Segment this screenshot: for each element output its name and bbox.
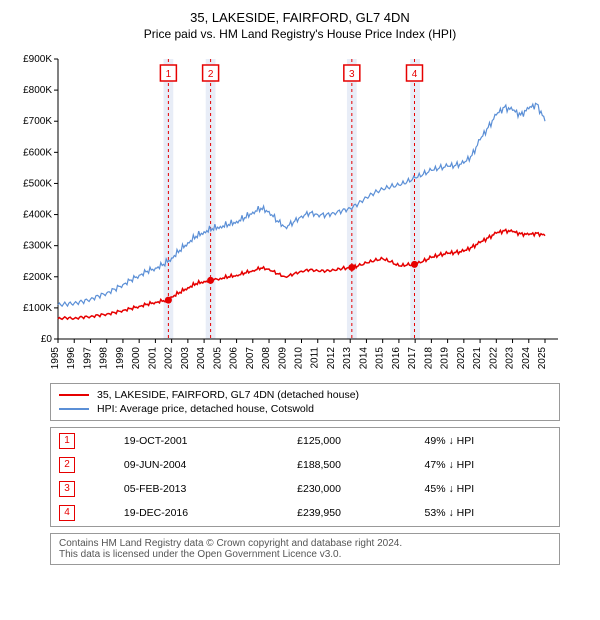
chart-subtitle: Price paid vs. HM Land Registry's House … bbox=[10, 27, 590, 41]
svg-text:2021: 2021 bbox=[472, 347, 483, 370]
transaction-date: 05-FEB-2013 bbox=[118, 478, 289, 500]
svg-text:2025: 2025 bbox=[537, 347, 548, 370]
transaction-diff: 53% ↓ HPI bbox=[419, 502, 557, 524]
svg-text:3: 3 bbox=[349, 69, 355, 80]
svg-text:£100K: £100K bbox=[23, 303, 52, 314]
legend-label: 35, LAKESIDE, FAIRFORD, GL7 4DN (detache… bbox=[97, 389, 359, 401]
transactions-table: 1 19-OCT-2001£125,00049% ↓ HPI 2 09-JUN-200… bbox=[50, 427, 560, 527]
svg-text:2014: 2014 bbox=[358, 347, 369, 370]
svg-text:£700K: £700K bbox=[23, 116, 52, 127]
chart-title: 35, LAKESIDE, FAIRFORD, GL7 4DN bbox=[10, 10, 590, 25]
transaction-diff: 45% ↓ HPI bbox=[419, 478, 557, 500]
svg-text:2010: 2010 bbox=[294, 347, 305, 370]
svg-text:£200K: £200K bbox=[23, 272, 52, 283]
table-row: 4 19-DEC-2016£239,95053% ↓ HPI bbox=[53, 502, 557, 524]
svg-text:1997: 1997 bbox=[82, 347, 93, 370]
svg-text:2020: 2020 bbox=[456, 347, 467, 370]
svg-text:£0: £0 bbox=[41, 334, 53, 345]
svg-text:1999: 1999 bbox=[115, 347, 126, 370]
svg-text:2024: 2024 bbox=[521, 347, 532, 370]
svg-text:2007: 2007 bbox=[245, 347, 256, 370]
legend-swatch bbox=[59, 408, 89, 410]
svg-text:2009: 2009 bbox=[277, 347, 288, 370]
svg-text:£800K: £800K bbox=[23, 85, 52, 96]
transaction-date: 19-DEC-2016 bbox=[118, 502, 289, 524]
chart-container: 35, LAKESIDE, FAIRFORD, GL7 4DN Price pa… bbox=[0, 0, 600, 575]
svg-text:1: 1 bbox=[166, 69, 172, 80]
footer-line1: Contains HM Land Registry data © Crown c… bbox=[59, 538, 551, 549]
svg-text:2015: 2015 bbox=[375, 347, 386, 370]
transaction-marker: 3 bbox=[59, 481, 75, 497]
svg-text:2017: 2017 bbox=[407, 347, 418, 370]
svg-text:1995: 1995 bbox=[50, 347, 61, 370]
svg-text:2003: 2003 bbox=[180, 347, 191, 370]
footer-attribution: Contains HM Land Registry data © Crown c… bbox=[50, 533, 560, 565]
svg-text:2013: 2013 bbox=[342, 347, 353, 370]
svg-text:2022: 2022 bbox=[488, 347, 499, 370]
chart-area: £0 £100K £200K £300K £400K £500K £600K £700K £80… bbox=[10, 49, 590, 379]
legend-item: HPI: Average price, detached house, Cots… bbox=[59, 402, 551, 416]
svg-text:2: 2 bbox=[208, 69, 214, 80]
svg-text:1996: 1996 bbox=[66, 347, 77, 370]
svg-text:2018: 2018 bbox=[423, 347, 434, 370]
legend-swatch bbox=[59, 394, 89, 396]
svg-text:2019: 2019 bbox=[440, 347, 451, 370]
svg-text:2008: 2008 bbox=[261, 347, 272, 370]
svg-text:£300K: £300K bbox=[23, 241, 52, 252]
table-row: 3 05-FEB-2013£230,00045% ↓ HPI bbox=[53, 478, 557, 500]
svg-text:£500K: £500K bbox=[23, 178, 52, 189]
transaction-marker: 4 bbox=[59, 505, 75, 521]
legend-item: 35, LAKESIDE, FAIRFORD, GL7 4DN (detache… bbox=[59, 388, 551, 402]
transaction-price: £230,000 bbox=[291, 478, 416, 500]
svg-text:2023: 2023 bbox=[505, 347, 516, 370]
transaction-price: £125,000 bbox=[291, 430, 416, 452]
transaction-diff: 47% ↓ HPI bbox=[419, 454, 557, 476]
table-row: 2 09-JUN-2004£188,50047% ↓ HPI bbox=[53, 454, 557, 476]
transaction-price: £239,950 bbox=[291, 502, 416, 524]
svg-text:2001: 2001 bbox=[147, 347, 158, 370]
footer-line2: This data is licensed under the Open Gov… bbox=[59, 549, 551, 560]
svg-text:£600K: £600K bbox=[23, 147, 52, 158]
transaction-price: £188,500 bbox=[291, 454, 416, 476]
svg-text:2002: 2002 bbox=[164, 347, 175, 370]
transaction-date: 19-OCT-2001 bbox=[118, 430, 289, 452]
svg-text:2006: 2006 bbox=[229, 347, 240, 370]
svg-text:2012: 2012 bbox=[326, 347, 337, 370]
svg-text:2016: 2016 bbox=[391, 347, 402, 370]
transaction-date: 09-JUN-2004 bbox=[118, 454, 289, 476]
legend-label: HPI: Average price, detached house, Cots… bbox=[97, 403, 314, 415]
svg-text:2004: 2004 bbox=[196, 347, 207, 370]
table-row: 1 19-OCT-2001£125,00049% ↓ HPI bbox=[53, 430, 557, 452]
line-chart: £0 £100K £200K £300K £400K £500K £600K £700K £80… bbox=[10, 49, 570, 379]
legend: 35, LAKESIDE, FAIRFORD, GL7 4DN (detache… bbox=[50, 383, 560, 421]
svg-text:2011: 2011 bbox=[310, 347, 321, 369]
transaction-marker: 1 bbox=[59, 433, 75, 449]
svg-text:2005: 2005 bbox=[212, 347, 223, 370]
svg-text:£900K: £900K bbox=[23, 54, 52, 65]
svg-text:£400K: £400K bbox=[23, 210, 52, 221]
svg-text:1998: 1998 bbox=[99, 347, 110, 370]
svg-text:2000: 2000 bbox=[131, 347, 142, 370]
transaction-marker: 2 bbox=[59, 457, 75, 473]
transaction-diff: 49% ↓ HPI bbox=[419, 430, 557, 452]
svg-text:4: 4 bbox=[412, 69, 418, 80]
